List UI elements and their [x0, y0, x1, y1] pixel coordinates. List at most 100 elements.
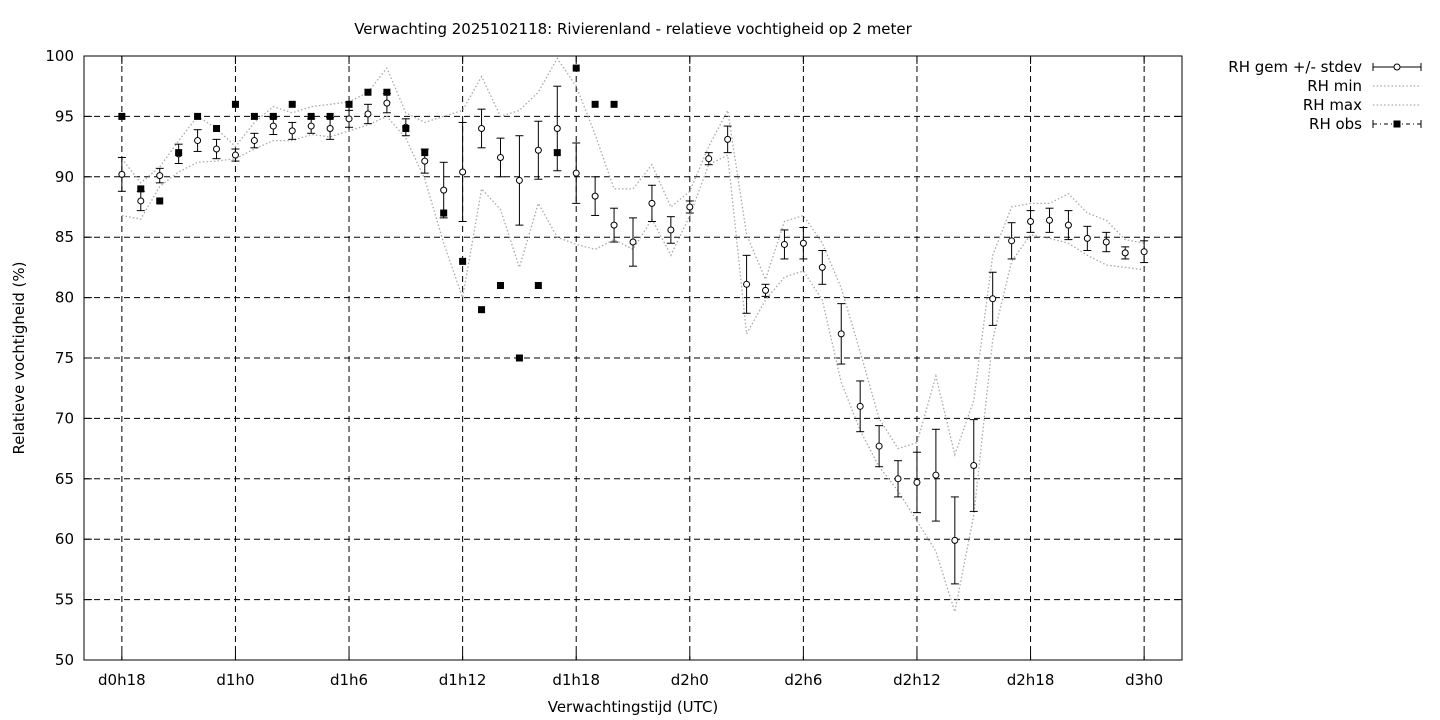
mean-point: [799, 239, 807, 247]
mean-point: [307, 122, 315, 130]
mean-point: [591, 192, 599, 200]
legend-swatch-marker: [1393, 120, 1401, 128]
obs-point: [402, 124, 410, 132]
obs-point: [496, 282, 504, 290]
mean-point: [288, 127, 296, 135]
obs-point: [269, 112, 277, 120]
mean-point: [780, 240, 788, 248]
mean-point: [951, 536, 959, 544]
x-tick-label: d1h12: [439, 671, 487, 689]
obs-point: [553, 149, 561, 157]
obs-point: [118, 112, 126, 120]
mean-point: [705, 155, 713, 163]
mean-point: [1027, 217, 1035, 225]
legend-swatch-marker: [1393, 63, 1401, 71]
obs-point: [534, 282, 542, 290]
mean-point: [345, 115, 353, 123]
mean-point: [913, 478, 921, 486]
obs-point: [326, 112, 334, 120]
y-tick-label: 90: [55, 168, 74, 186]
y-tick-label: 100: [45, 47, 74, 65]
mean-point: [421, 157, 429, 165]
x-tick-label: d3h0: [1125, 671, 1163, 689]
obs-point: [572, 64, 580, 72]
mean-point: [1083, 234, 1091, 242]
series-line-rh-min: [121, 115, 1145, 612]
plot-frame: [83, 55, 1183, 661]
mean-point: [724, 135, 732, 143]
mean-point: [1121, 249, 1129, 257]
mean-point: [686, 203, 694, 211]
legend-label: RH min: [1307, 77, 1362, 95]
mean-point: [818, 263, 826, 271]
obs-point: [194, 112, 202, 120]
y-axis-label: Relatieve vochtigheid (%): [10, 261, 28, 454]
mean-point: [440, 186, 448, 194]
mean-point: [364, 110, 372, 118]
mean-point: [610, 221, 618, 229]
mean-point: [250, 137, 258, 145]
mean-point: [989, 295, 997, 303]
mean-point: [515, 176, 523, 184]
y-tick-label: 55: [55, 591, 74, 609]
obs-point: [459, 257, 467, 265]
series: [117, 57, 1149, 612]
mean-point: [269, 122, 277, 130]
obs-point: [213, 124, 221, 132]
obs-point: [231, 100, 239, 108]
x-tick-label: d2h18: [1007, 671, 1055, 689]
x-tick-label: d0h18: [98, 671, 146, 689]
obs-point: [421, 149, 429, 157]
mean-point: [1045, 216, 1053, 224]
legend-label: RH gem +/- stdev: [1228, 58, 1362, 76]
y-tick-label: 85: [55, 228, 74, 246]
mean-point: [875, 442, 883, 450]
legend-label: RH obs: [1309, 115, 1362, 133]
x-tick-label: d1h0: [216, 671, 254, 689]
x-tick-label: d2h12: [893, 671, 941, 689]
mean-point: [213, 145, 221, 153]
y-tick-label: 60: [55, 530, 74, 548]
obs-point: [345, 100, 353, 108]
mean-point: [496, 153, 504, 161]
obs-point: [307, 112, 315, 120]
obs-point: [383, 88, 391, 96]
mean-point: [970, 462, 978, 470]
mean-point: [1064, 221, 1072, 229]
obs-point: [175, 149, 183, 157]
obs-point: [478, 306, 486, 314]
mean-point: [478, 124, 486, 132]
obs-point: [137, 185, 145, 193]
y-tick-label: 75: [55, 349, 74, 367]
y-tick-label: 65: [55, 470, 74, 488]
obs-point: [288, 100, 296, 108]
mean-point: [629, 238, 637, 246]
grid-lines: [84, 56, 1182, 660]
obs-point: [364, 88, 372, 96]
obs-point: [515, 354, 523, 362]
mean-point: [572, 169, 580, 177]
x-axis-label: Verwachtingstijd (UTC): [548, 698, 719, 716]
mean-point: [231, 151, 239, 159]
y-tick-label: 50: [55, 651, 74, 669]
obs-point: [156, 197, 164, 205]
mean-point: [553, 124, 561, 132]
mean-point: [648, 199, 656, 207]
mean-point: [762, 286, 770, 294]
mean-point: [156, 172, 164, 180]
mean-point: [194, 137, 202, 145]
obs-point: [610, 100, 618, 108]
mean-point: [1140, 248, 1148, 256]
mean-point: [534, 146, 542, 154]
mean-point: [856, 402, 864, 410]
axes: 50 55 60 65 70 75 80 85 90 95 100 d0h18 d1h0 d1h6 d1h1…: [45, 47, 1183, 689]
mean-point: [1008, 237, 1016, 245]
chart-title: Verwachting 2025102118: Rivierenland - r…: [354, 20, 912, 38]
y-tick-label: 70: [55, 409, 74, 427]
mean-point: [743, 280, 751, 288]
x-tick-label: d2h0: [671, 671, 709, 689]
x-tick-label: d1h6: [330, 671, 368, 689]
mean-point: [118, 170, 126, 178]
